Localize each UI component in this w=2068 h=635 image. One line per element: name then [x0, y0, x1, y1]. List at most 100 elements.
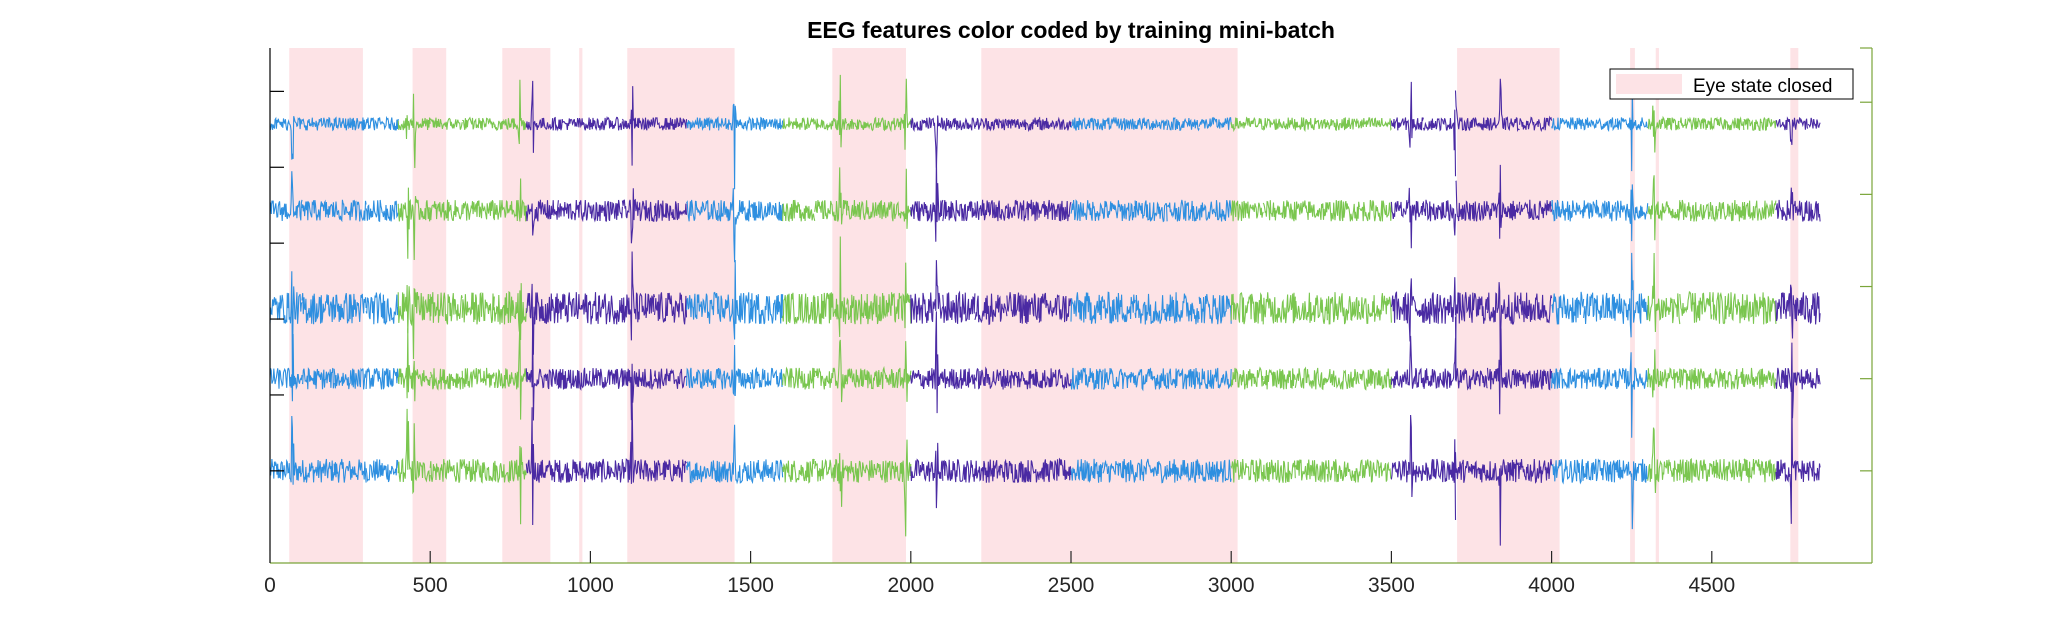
- trace-1-batch-22: [974, 366, 1008, 390]
- trace-4-batch-4: [397, 93, 431, 169]
- trace-4-batch-8: [525, 80, 559, 153]
- trace-0-batch-20: [910, 442, 944, 509]
- trace-2-batch-48: [1807, 292, 1821, 325]
- trace-1-batch-1: [301, 367, 335, 390]
- trace-3-batch-34: [1359, 199, 1392, 222]
- trace-3-batch-47: [1775, 187, 1809, 222]
- x-tick-label-3000: 3000: [1208, 574, 1255, 597]
- trace-1-batch-4: [397, 328, 431, 402]
- trace-2-batch-30: [1230, 292, 1264, 325]
- trace-3-batch-31: [1262, 200, 1296, 222]
- trace-4-batch-45: [1711, 116, 1745, 131]
- trace-3-batch-27: [1134, 200, 1168, 223]
- trace-3-batch-10: [589, 199, 623, 223]
- trace-2-batch-21: [942, 290, 976, 324]
- trace-4-batch-14: [718, 103, 752, 190]
- trace-0-batch-33: [1326, 459, 1360, 483]
- trace-3-batch-39: [1519, 199, 1553, 221]
- trace-1-batch-31: [1262, 368, 1296, 390]
- trace-4-batch-25: [1070, 117, 1104, 131]
- trace-3-batch-45: [1711, 199, 1745, 222]
- trace-4-batch-10: [589, 115, 623, 131]
- trace-1-batch-3: [365, 366, 399, 390]
- trace-0-batch-0: [269, 415, 303, 485]
- trace-3-batch-23: [1006, 199, 1040, 222]
- trace-0-batch-19: [878, 439, 912, 537]
- trace-2-batch-12: [653, 292, 688, 325]
- trace-2-batch-25: [1070, 292, 1104, 324]
- trace-3-batch-9: [557, 199, 591, 223]
- trace-1-batch-29: [1198, 367, 1232, 390]
- trace-4-batch-26: [1102, 117, 1136, 132]
- trace-3-batch-35: [1390, 187, 1424, 249]
- trace-4-batch-38: [1486, 78, 1520, 132]
- trace-1-batch-7: [493, 319, 527, 420]
- trace-3-batch-26: [1102, 200, 1136, 222]
- trace-3-batch-29: [1198, 199, 1232, 222]
- trace-0-batch-15: [750, 459, 784, 485]
- trace-4-batch-43: [1647, 105, 1681, 153]
- trace-3-batch-2: [334, 199, 367, 223]
- trace-4-batch-48: [1807, 117, 1821, 129]
- trace-1-batch-21: [942, 368, 976, 390]
- trace-2-batch-28: [1166, 292, 1200, 325]
- trace-1-batch-24: [1038, 368, 1072, 391]
- trace-2-batch-9: [557, 292, 591, 324]
- trace-1-batch-34: [1359, 368, 1392, 391]
- x-tick-label-2500: 2500: [1048, 574, 1095, 597]
- trace-4-batch-44: [1679, 116, 1713, 131]
- trace-3-batch-37: [1455, 180, 1489, 222]
- trace-2-batch-45: [1711, 291, 1745, 325]
- trace-2-batch-5: [429, 292, 463, 325]
- trace-2-batch-36: [1422, 277, 1457, 324]
- trace-2-batch-35: [1390, 278, 1424, 342]
- trace-1-batch-45: [1711, 368, 1745, 390]
- trace-3-batch-25: [1070, 199, 1104, 222]
- trace-1-batch-28: [1166, 367, 1200, 390]
- trace-2-batch-4: [397, 284, 431, 360]
- trace-3-batch-13: [686, 199, 720, 222]
- trace-2-batch-40: [1551, 291, 1585, 325]
- trace-0-batch-10: [589, 458, 623, 483]
- trace-0-batch-31: [1262, 459, 1296, 483]
- trace-3-batch-20: [910, 154, 944, 242]
- trace-2-batch-47: [1775, 284, 1809, 339]
- trace-0-batch-5: [429, 459, 463, 483]
- trace-4-batch-46: [1743, 116, 1777, 132]
- trace-4-batch-3: [365, 115, 399, 131]
- trace-2-batch-16: [782, 292, 816, 325]
- trace-0-batch-17: [814, 453, 848, 507]
- legend: Eye state closed: [1609, 68, 1854, 100]
- trace-1-batch-19: [878, 341, 912, 402]
- trace-2-batch-43: [1647, 252, 1681, 333]
- trace-0-batch-48: [1807, 460, 1821, 482]
- trace-3-batch-41: [1583, 199, 1617, 222]
- trace-0-batch-34: [1359, 459, 1392, 483]
- trace-2-batch-38: [1486, 282, 1521, 366]
- trace-0-batch-21: [942, 459, 976, 483]
- trace-1-batch-2: [333, 367, 367, 390]
- trace-0-batch-41: [1583, 458, 1617, 483]
- trace-0-batch-11: [621, 395, 656, 484]
- trace-0-batch-28: [1166, 459, 1200, 483]
- trace-0-batch-2: [333, 458, 367, 483]
- trace-4-batch-5: [429, 117, 463, 130]
- trace-1-batch-43: [1647, 349, 1681, 398]
- trace-0-batch-9: [557, 459, 591, 483]
- trace-0-batch-8: [525, 407, 559, 526]
- trace-2-batch-14: [718, 259, 752, 340]
- eeg-traces: [269, 74, 1821, 546]
- trace-4-batch-33: [1326, 117, 1360, 131]
- trace-3-batch-1: [301, 199, 335, 221]
- trace-3-batch-11: [621, 188, 656, 244]
- trace-3-batch-8: [525, 199, 559, 236]
- trace-0-batch-35: [1390, 414, 1424, 498]
- trace-0-batch-36: [1422, 439, 1457, 521]
- trace-3-batch-17: [814, 167, 848, 225]
- trace-3-batch-38: [1487, 164, 1521, 239]
- trace-3-batch-22: [974, 199, 1008, 222]
- trace-1-batch-13: [685, 367, 720, 389]
- trace-2-batch-20: [910, 260, 944, 324]
- trace-0-batch-1: [301, 458, 335, 483]
- trace-2-batch-27: [1134, 293, 1168, 325]
